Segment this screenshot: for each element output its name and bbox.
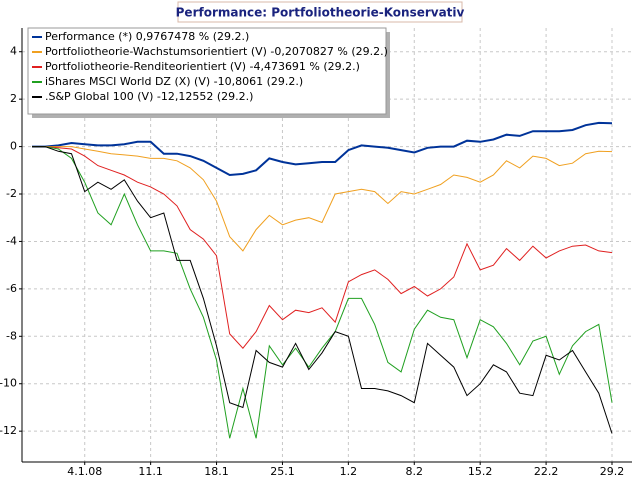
y-tick-label: 4 — [10, 45, 17, 58]
legend-box — [27, 27, 387, 115]
chart-title: Performance: Portfoliotheorie-Konservati… — [176, 6, 465, 20]
y-tick-label: -8 — [6, 329, 17, 342]
y-tick-label: -12 — [0, 424, 17, 437]
y-tick-label: -6 — [6, 282, 17, 295]
legend-label: Portfoliotheorie-Renditeorientiert (V) -… — [45, 60, 360, 73]
x-tick-label: 18.1 — [204, 465, 229, 478]
x-tick-label: 1.2 — [340, 465, 358, 478]
series-line — [32, 146, 613, 434]
y-tick-label: -4 — [6, 234, 17, 247]
x-tick-label: 25.1 — [270, 465, 295, 478]
series-line — [32, 146, 613, 439]
y-tick-label: -10 — [0, 377, 17, 390]
legend-label: .S&P Global 100 (V) -12,12552 (29.2.) — [45, 90, 253, 103]
x-tick-label: 4.1.08 — [67, 465, 102, 478]
legend-label: Performance (*) 0,9767478 % (29.2.) — [45, 30, 249, 43]
title-box — [177, 1, 463, 23]
series-line — [32, 121, 613, 177]
legend-label: Portfoliotheorie-Wachstumsorientiert (V)… — [45, 45, 388, 58]
series-line — [32, 146, 613, 349]
x-tick-label: 29.2 — [600, 465, 625, 478]
y-tick-label: 2 — [10, 92, 17, 105]
x-tick-label: 15.2 — [468, 465, 493, 478]
series-line — [32, 146, 613, 252]
y-tick-label: 0 — [10, 140, 17, 153]
x-tick-label: 11.1 — [138, 465, 163, 478]
x-tick-label: 22.2 — [534, 465, 559, 478]
legend-label: iShares MSCI World DZ (X) (V) -10,8061 (… — [45, 75, 303, 88]
y-tick-label: -2 — [6, 187, 17, 200]
x-tick-label: 8.2 — [406, 465, 424, 478]
